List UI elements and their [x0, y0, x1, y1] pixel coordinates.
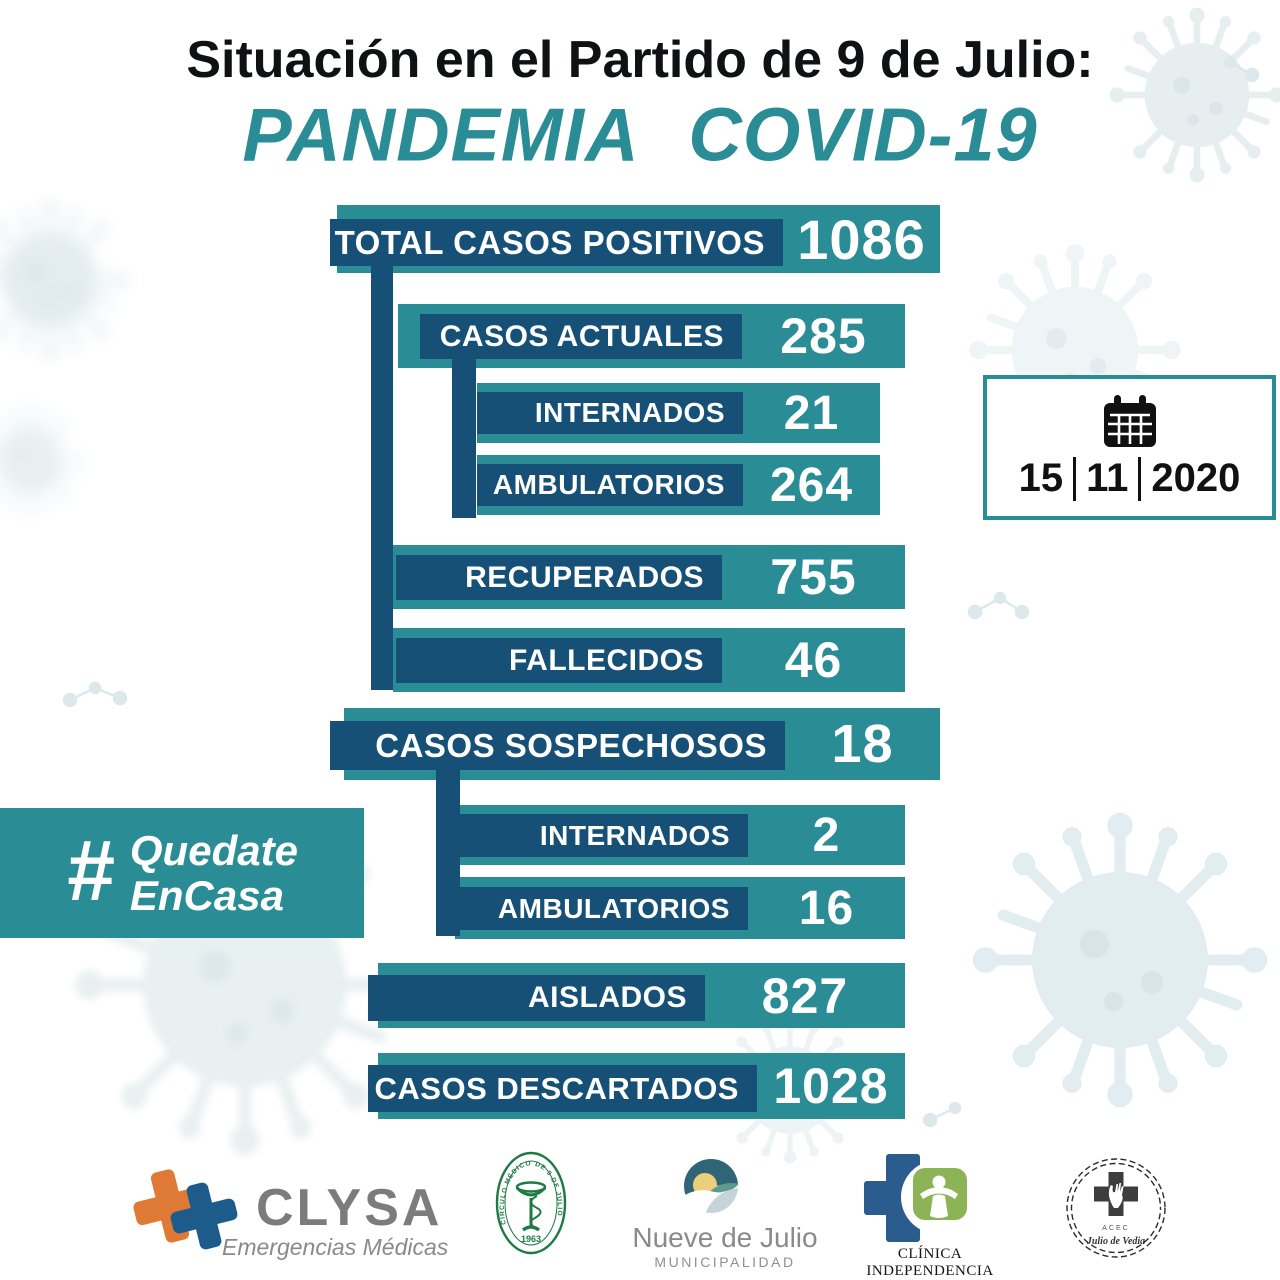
stat-value-internados-sospechosos: 2 — [812, 808, 841, 862]
circulo-medico-year: 1963 — [521, 1234, 541, 1244]
stat-label-recuperados: RECUPERADOS — [396, 555, 722, 600]
stat-value-casos-actuales: 285 — [780, 308, 867, 364]
stat-label-internados-actuales: INTERNADOS — [477, 392, 743, 434]
molecule-decoration — [62, 55, 1260, 1128]
date-card: 15 11 2020 — [983, 375, 1276, 520]
hashtag-symbol: # — [66, 823, 114, 919]
stat-label-internados-sospechosos: INTERNADOS — [455, 814, 748, 857]
hospital-stamp: ACEC Julio de Vedia — [1066, 1158, 1166, 1258]
date-day: 15 — [1018, 456, 1064, 500]
connector-actuales-branch — [452, 350, 476, 518]
stat-label-casos-descartados: CASOS DESCARTADOS — [368, 1065, 757, 1112]
stat-label-aislados: AISLADOS — [368, 975, 705, 1021]
stat-value-ambulatorios-sospechosos: 16 — [798, 881, 855, 935]
date-year: 2020 — [1151, 456, 1241, 500]
date-value: 15 11 2020 — [1018, 456, 1241, 501]
municipalidad-subtitle: MUNICIPALIDAD — [654, 1254, 796, 1270]
date-month: 11 — [1086, 456, 1129, 500]
stat-value-recuperados: 755 — [770, 549, 857, 605]
stamp-line1: ACEC — [1102, 1225, 1129, 1232]
page-title: Situación en el Partido de 9 de Julio: — [186, 31, 1094, 89]
stat-value-casos-descartados: 1028 — [773, 1058, 889, 1114]
stat-label-fallecidos: FALLECIDOS — [396, 638, 722, 683]
clysa-name: CLYSA — [256, 1179, 443, 1237]
connector-total-branch — [371, 262, 393, 690]
stat-value-fallecidos: 46 — [784, 632, 843, 688]
stat-value-total-positivos: 1086 — [797, 207, 926, 271]
calendar-icon — [1103, 395, 1156, 447]
stat-label-ambulatorios-actuales: AMBULATORIOS — [477, 464, 743, 506]
stamp-line2: Julio de Vedia — [1086, 1236, 1145, 1247]
stat-value-ambulatorios-actuales: 264 — [769, 458, 854, 512]
hashtag-line1: Quedate — [129, 826, 298, 874]
clinica-name: CLÍNICA INDEPENDENCIA — [866, 1246, 994, 1279]
hashtag-text: Quedate EnCasa — [129, 826, 298, 919]
stat-label-total-positivos: TOTAL CASOS POSITIVOS — [330, 219, 783, 266]
date-separator — [1138, 456, 1142, 501]
stat-label-casos-actuales: CASOS ACTUALES — [420, 314, 742, 359]
municipalidad-emblem-icon — [684, 1159, 738, 1213]
hashtag-card: # Quedate EnCasa — [0, 808, 364, 938]
stat-label-ambulatorios-sospechosos: AMBULATORIOS — [455, 887, 748, 930]
stat-value-aislados: 827 — [761, 967, 849, 1024]
clysa-cross-icon — [133, 1169, 238, 1250]
page-subtitle: PANDEMIA COVID-19 — [242, 92, 1038, 177]
municipalidad-name: Nueve de Julio — [632, 1222, 818, 1253]
date-separator — [1073, 456, 1077, 501]
clinica-independencia-icon — [864, 1154, 975, 1242]
hashtag-line2: EnCasa — [129, 872, 284, 919]
stat-label-casos-sospechosos: CASOS SOSPECHOSOS — [330, 721, 785, 770]
stat-value-casos-sospechosos: 18 — [831, 714, 894, 774]
circulo-medico-seal: CÍRCULO MÉDICO DE 9 DE JULIO 1963 — [495, 1151, 567, 1255]
stat-value-internados-actuales: 21 — [783, 386, 840, 440]
clysa-tagline: Emergencias Médicas — [222, 1234, 449, 1260]
